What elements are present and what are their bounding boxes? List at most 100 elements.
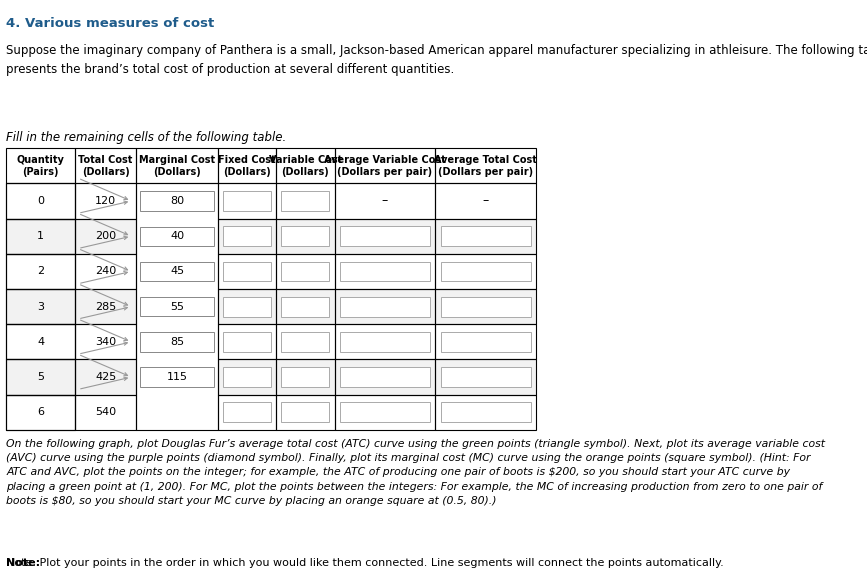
Bar [140,191,214,211]
Bar [335,148,435,184]
Bar [6,218,75,254]
Text: 4: 4 [37,337,44,347]
Bar [440,297,531,317]
Text: 80: 80 [170,196,184,206]
Bar [218,254,276,289]
Text: Suppose the imaginary company of Panthera is a small, Jackson-based American app: Suppose the imaginary company of Panther… [6,44,867,76]
Text: 55: 55 [170,302,184,311]
Text: 240: 240 [95,267,116,277]
Text: –: – [483,195,489,207]
Bar [276,324,335,360]
Bar [281,403,329,422]
Bar [335,184,435,218]
Bar [276,184,335,218]
Bar [335,394,435,430]
Bar [335,360,435,394]
Text: Fixed Cost
(Dollars): Fixed Cost (Dollars) [218,155,276,177]
Bar [276,289,335,324]
Bar [340,367,430,387]
Bar [435,324,536,360]
Bar [6,324,75,360]
Bar [6,289,75,324]
Text: Marginal Cost
(Dollars): Marginal Cost (Dollars) [139,155,215,177]
Bar [75,254,136,289]
Bar [75,394,136,430]
Bar [218,394,276,430]
Bar [335,360,435,394]
Text: 285: 285 [95,302,116,311]
Bar [218,254,276,289]
Bar [435,184,536,218]
Text: Note: Plot your points in the order in which you would like them connected. Line: Note: Plot your points in the order in w… [6,558,724,568]
Bar [6,360,75,394]
Bar [335,289,435,324]
Bar [440,332,531,352]
Bar [435,360,536,394]
Bar [75,289,136,324]
Bar [223,191,271,211]
Bar [335,394,435,430]
Bar [276,254,335,289]
Text: 45: 45 [170,267,184,277]
Bar [6,289,75,324]
Bar [435,394,536,430]
Bar [218,324,276,360]
Text: 120: 120 [95,196,116,206]
Text: Quantity
(Pairs): Quantity (Pairs) [16,155,64,177]
Text: 85: 85 [170,337,184,347]
Bar [340,297,430,317]
Bar [6,360,75,394]
Bar [6,324,75,360]
Bar [276,184,335,218]
Bar [335,254,435,289]
Bar [6,218,75,254]
Text: Fill in the remaining cells of the following table.: Fill in the remaining cells of the follo… [6,131,287,144]
Bar [276,289,335,324]
Text: Average Total Cost
(Dollars per pair): Average Total Cost (Dollars per pair) [434,155,537,177]
Text: 115: 115 [166,372,187,382]
Bar [340,227,430,246]
Bar [223,297,271,317]
Bar [276,360,335,394]
Bar [435,360,536,394]
Bar [223,332,271,352]
Bar [435,254,536,289]
Bar [6,254,75,289]
Bar [6,218,75,254]
Bar [75,324,136,360]
Bar [440,367,531,387]
Bar [75,360,136,394]
Bar [218,360,276,394]
Bar [75,289,136,324]
Bar [218,184,276,218]
Bar [281,332,329,352]
Bar [340,403,430,422]
Bar [6,394,75,430]
Bar [435,254,536,289]
Text: 0: 0 [37,196,44,206]
Bar [281,227,329,246]
Bar [435,148,536,184]
Bar [435,184,536,218]
Text: Total Cost
(Dollars): Total Cost (Dollars) [78,155,133,177]
Bar [281,261,329,281]
Bar [223,367,271,387]
Bar [218,289,276,324]
Bar [75,148,136,184]
Bar [435,218,536,254]
Bar [276,254,335,289]
Bar [6,184,75,218]
Bar [6,360,75,394]
Bar [75,218,136,254]
Bar [6,184,75,218]
Bar [75,184,136,218]
Bar [276,218,335,254]
Text: 4. Various measures of cost: 4. Various measures of cost [6,17,215,30]
Text: –: – [381,195,388,207]
Bar [6,184,75,218]
Bar [276,148,335,184]
Bar [276,394,335,430]
Bar [276,360,335,394]
Bar [218,218,276,254]
Bar [6,289,75,324]
